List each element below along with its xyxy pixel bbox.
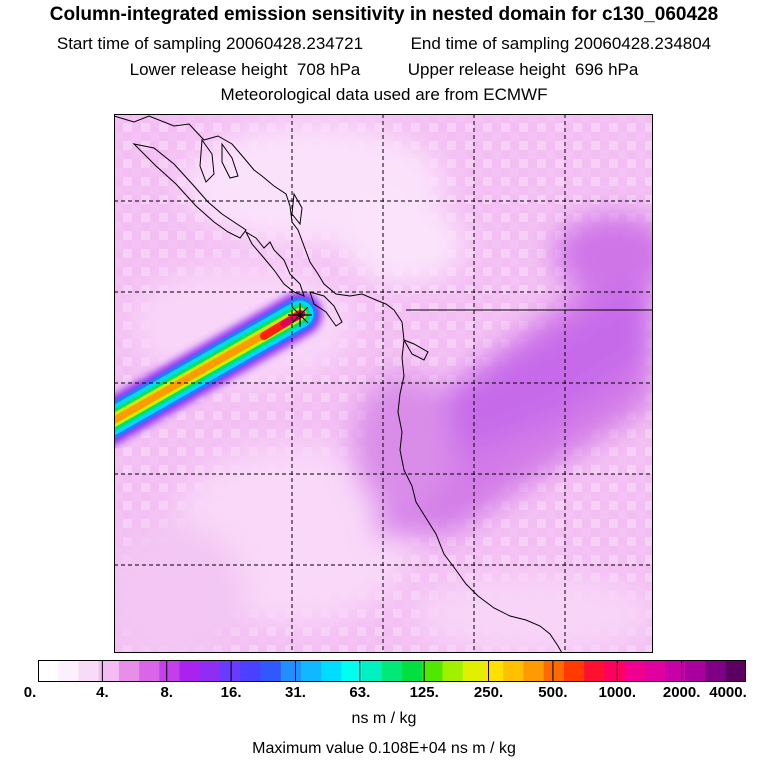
upper-release-value: 696 hPa [575, 60, 639, 79]
colorbar-tick-label: 63. [349, 684, 371, 701]
colorbar-cell [543, 660, 565, 682]
colorbar-tick-label: 4000. [709, 684, 747, 701]
colorbar-cell [422, 660, 444, 682]
colorbar-tick-labels: 0. 4. 8. 16. 31. 63. 125. 250. 500. 1000. 2000. 400… [0, 684, 768, 706]
colorbar-tick-label: 250. [473, 684, 504, 701]
colorbar-cell [685, 660, 707, 682]
lower-release-value: 708 hPa [296, 60, 361, 79]
end-time-value: 20060428.234804 [574, 34, 712, 53]
start-time-value: 20060428.234721 [226, 34, 364, 53]
high-sensitivity-band [354, 214, 653, 534]
colorbar-frame [38, 660, 746, 682]
colorbar-cell [725, 660, 746, 682]
maximum-value: Maximum value 0.108E+04 ns m / kg [252, 740, 516, 757]
colorbar-cell [220, 660, 241, 682]
colorbar-cell [604, 660, 626, 682]
colorbar-tick-label: 16. [220, 684, 242, 701]
end-time-label: End time of sampling [410, 34, 570, 53]
colorbar-cell [361, 660, 383, 682]
release-site-star-icon [288, 303, 312, 327]
colorbar-cell [159, 660, 181, 682]
colorbar-cell [483, 660, 504, 682]
met-data-line: Meteorological data used are from ECMWF [220, 85, 548, 104]
colorbar-cell [402, 660, 423, 682]
plot-title: Column-integrated emission sensitivity i… [49, 4, 719, 25]
colorbar-cell [563, 660, 585, 682]
colorbar-tick-label: 0. [23, 684, 37, 701]
colorbar-cell [280, 660, 302, 682]
colorbar-tick-label: 1000. [598, 684, 637, 701]
colorbar-cell [240, 660, 262, 682]
colorbar-cell [321, 660, 343, 682]
colorbar-tick-label: 500. [538, 684, 568, 701]
start-time-label: Start time of sampling [56, 34, 222, 53]
colorbar-cell [705, 660, 727, 682]
colorbar-tick-label: 4. [96, 684, 109, 701]
colorbar-cell [584, 660, 605, 682]
colorbar-cell [179, 660, 201, 682]
colorbar-cell [665, 660, 686, 682]
colorbar-tick-label: 125. [409, 684, 439, 701]
lat-lon-grid [114, 114, 653, 653]
colorbar-cell [98, 660, 120, 682]
coastlines [114, 115, 653, 653]
sensitivity-map [114, 114, 653, 653]
upper-release-label: Upper release height [407, 60, 566, 79]
release-heights-line: Lower release height 708 hPa Upper relea… [0, 60, 768, 80]
colorbar-cell [38, 660, 59, 682]
colorbar-cell [381, 660, 403, 682]
colorbar [38, 660, 746, 682]
emission-plume [114, 292, 322, 446]
colorbar-tick-label: 2000. [662, 684, 701, 701]
sampling-times-line: Start time of sampling 20060428.234721 E… [0, 34, 768, 54]
colorbar-units: ns m / kg [351, 710, 417, 727]
colorbar-cell [118, 660, 140, 682]
colorbar-cell [341, 660, 363, 682]
colorbar-cell [260, 660, 282, 682]
colorbar-cell [442, 660, 464, 682]
lower-release-label: Lower release height [129, 60, 288, 79]
colorbar-cell [139, 660, 160, 682]
colorbar-tick-label: 8. [160, 684, 173, 701]
colorbar-cell [462, 660, 484, 682]
colorbar-cell [644, 660, 666, 682]
colorbar-cell [503, 660, 525, 682]
colorbar-tick-label: 31. [285, 684, 306, 701]
colorbar-cell [624, 660, 646, 682]
colorbar-cell [199, 660, 221, 682]
colorbar-cell [78, 660, 100, 682]
colorbar-cell [58, 660, 80, 682]
colorbar-cell [300, 660, 322, 682]
map-frame [114, 114, 653, 653]
colorbar-cell [523, 660, 545, 682]
